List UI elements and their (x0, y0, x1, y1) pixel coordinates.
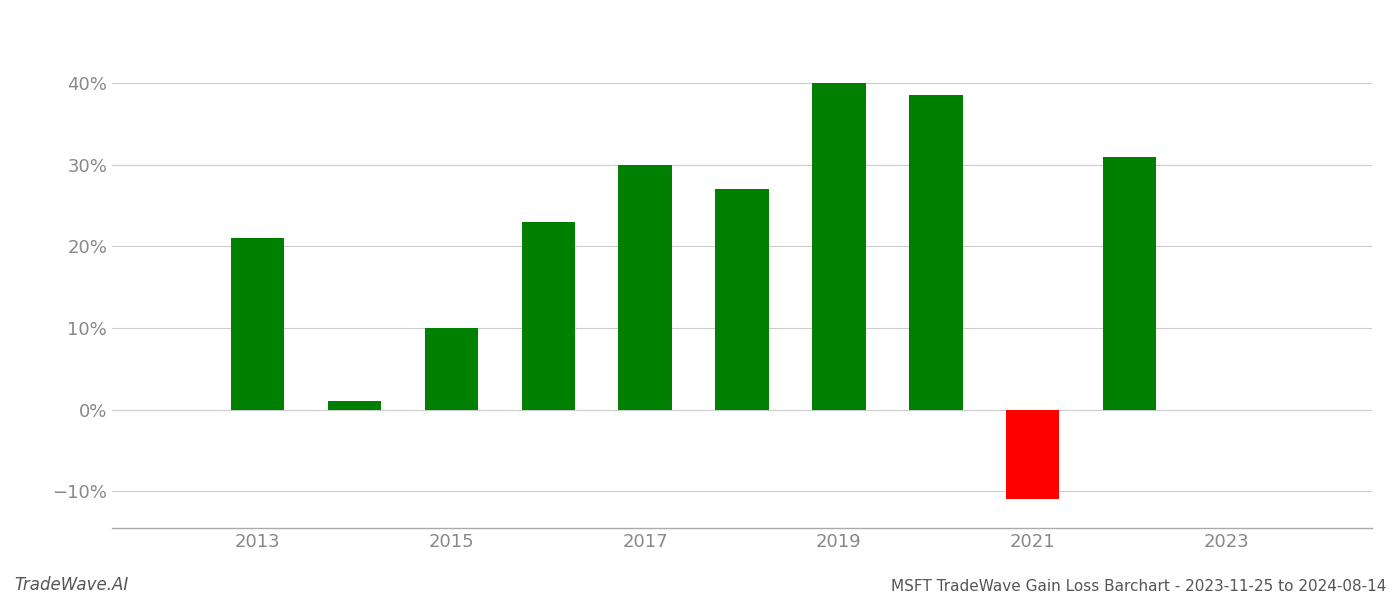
Bar (424, 328, 477, 410)
Bar (1103, 157, 1156, 410)
Bar (619, 165, 672, 410)
Bar (1007, 410, 1060, 499)
Text: MSFT TradeWave Gain Loss Barchart - 2023-11-25 to 2024-08-14: MSFT TradeWave Gain Loss Barchart - 2023… (890, 579, 1386, 594)
Bar (231, 238, 284, 410)
Bar (909, 95, 963, 410)
Bar (522, 222, 575, 410)
Bar (328, 401, 381, 410)
Text: TradeWave.AI: TradeWave.AI (14, 576, 129, 594)
Bar (812, 83, 865, 410)
Bar (715, 189, 769, 410)
